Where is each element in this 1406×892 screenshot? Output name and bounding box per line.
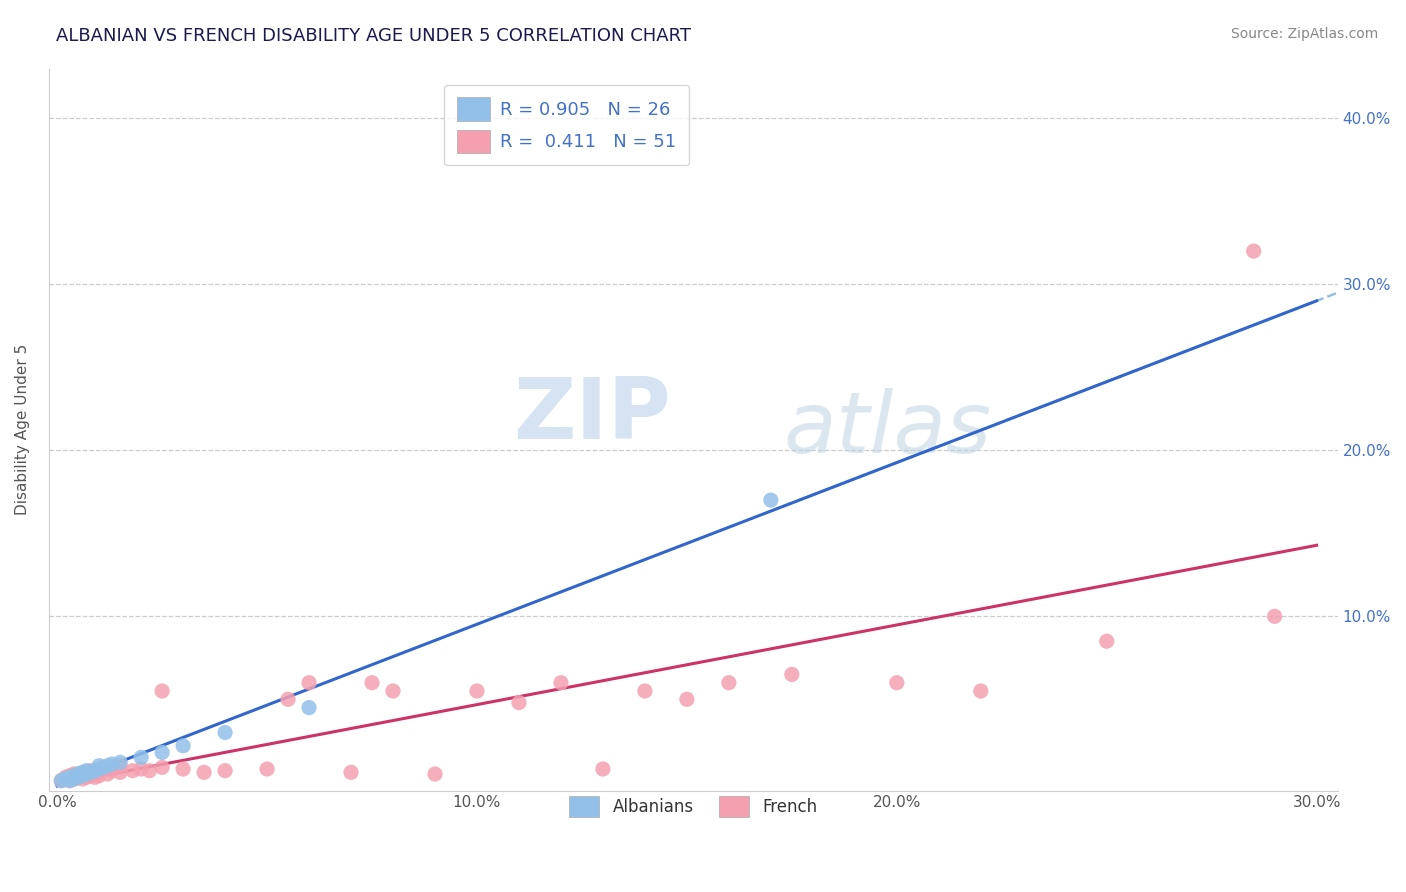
Point [214, 725, 236, 739]
Point [76, 765, 98, 780]
Point [138, 764, 160, 778]
Point [172, 739, 194, 753]
Point [759, 493, 782, 508]
Point [76, 767, 98, 781]
Point [55, 772, 77, 786]
Point [121, 764, 143, 778]
Text: ALBANIAN VS FRENCH DISABILITY AGE UNDER 5 CORRELATION CHART: ALBANIAN VS FRENCH DISABILITY AGE UNDER … [56, 27, 692, 45]
Point [59, 773, 82, 788]
Point [298, 700, 321, 714]
Point [80, 769, 103, 783]
Point [108, 758, 131, 772]
Point [970, 684, 993, 698]
Point [256, 762, 278, 776]
Point [67, 770, 90, 784]
Point [100, 764, 122, 778]
Point [72, 772, 94, 786]
Text: Source: ZipAtlas.com: Source: ZipAtlas.com [1230, 27, 1378, 41]
Point [382, 684, 405, 698]
Point [780, 667, 803, 681]
Point [51, 773, 73, 788]
Point [55, 772, 77, 786]
Point [72, 769, 94, 783]
Point [89, 758, 111, 772]
Point [886, 675, 908, 690]
Point [508, 696, 530, 710]
Point [55, 770, 77, 784]
Point [150, 760, 173, 774]
Point [717, 675, 740, 690]
Point [1095, 634, 1118, 648]
Point [1243, 244, 1265, 259]
Point [129, 750, 152, 764]
Point [63, 769, 86, 783]
Text: atlas: atlas [783, 388, 991, 471]
Point [67, 767, 90, 781]
Point [67, 770, 90, 784]
Point [80, 765, 103, 780]
Text: ZIP: ZIP [513, 374, 671, 457]
Point [550, 675, 572, 690]
Point [172, 762, 194, 776]
Point [298, 675, 321, 690]
Point [676, 692, 699, 706]
Point [361, 675, 384, 690]
Point [51, 773, 73, 788]
Point [100, 757, 122, 772]
Point [340, 765, 363, 780]
Point [634, 684, 657, 698]
Legend: Albanians, French: Albanians, French [561, 788, 825, 826]
Point [129, 762, 152, 776]
Point [59, 770, 82, 784]
Point [277, 692, 299, 706]
Point [423, 767, 446, 781]
Point [84, 770, 107, 784]
Point [193, 765, 215, 780]
Point [72, 769, 94, 783]
Point [80, 764, 103, 778]
Point [96, 767, 118, 781]
Y-axis label: Disability Age Under 5: Disability Age Under 5 [15, 344, 30, 516]
Point [76, 764, 98, 778]
Point [67, 767, 90, 781]
Point [91, 760, 114, 774]
Point [59, 769, 82, 783]
Point [89, 762, 111, 776]
Point [108, 765, 131, 780]
Point [63, 772, 86, 786]
Point [63, 767, 86, 781]
Point [108, 756, 131, 770]
Point [214, 764, 236, 778]
Point [63, 772, 86, 786]
Point [1264, 609, 1286, 624]
Point [89, 769, 111, 783]
Point [59, 773, 82, 788]
Point [592, 762, 614, 776]
Point [150, 746, 173, 760]
Point [84, 764, 107, 778]
Point [72, 765, 94, 780]
Point [76, 770, 98, 784]
Point [96, 758, 118, 772]
Point [465, 684, 488, 698]
Point [89, 765, 111, 780]
Point [84, 767, 107, 781]
Point [150, 684, 173, 698]
